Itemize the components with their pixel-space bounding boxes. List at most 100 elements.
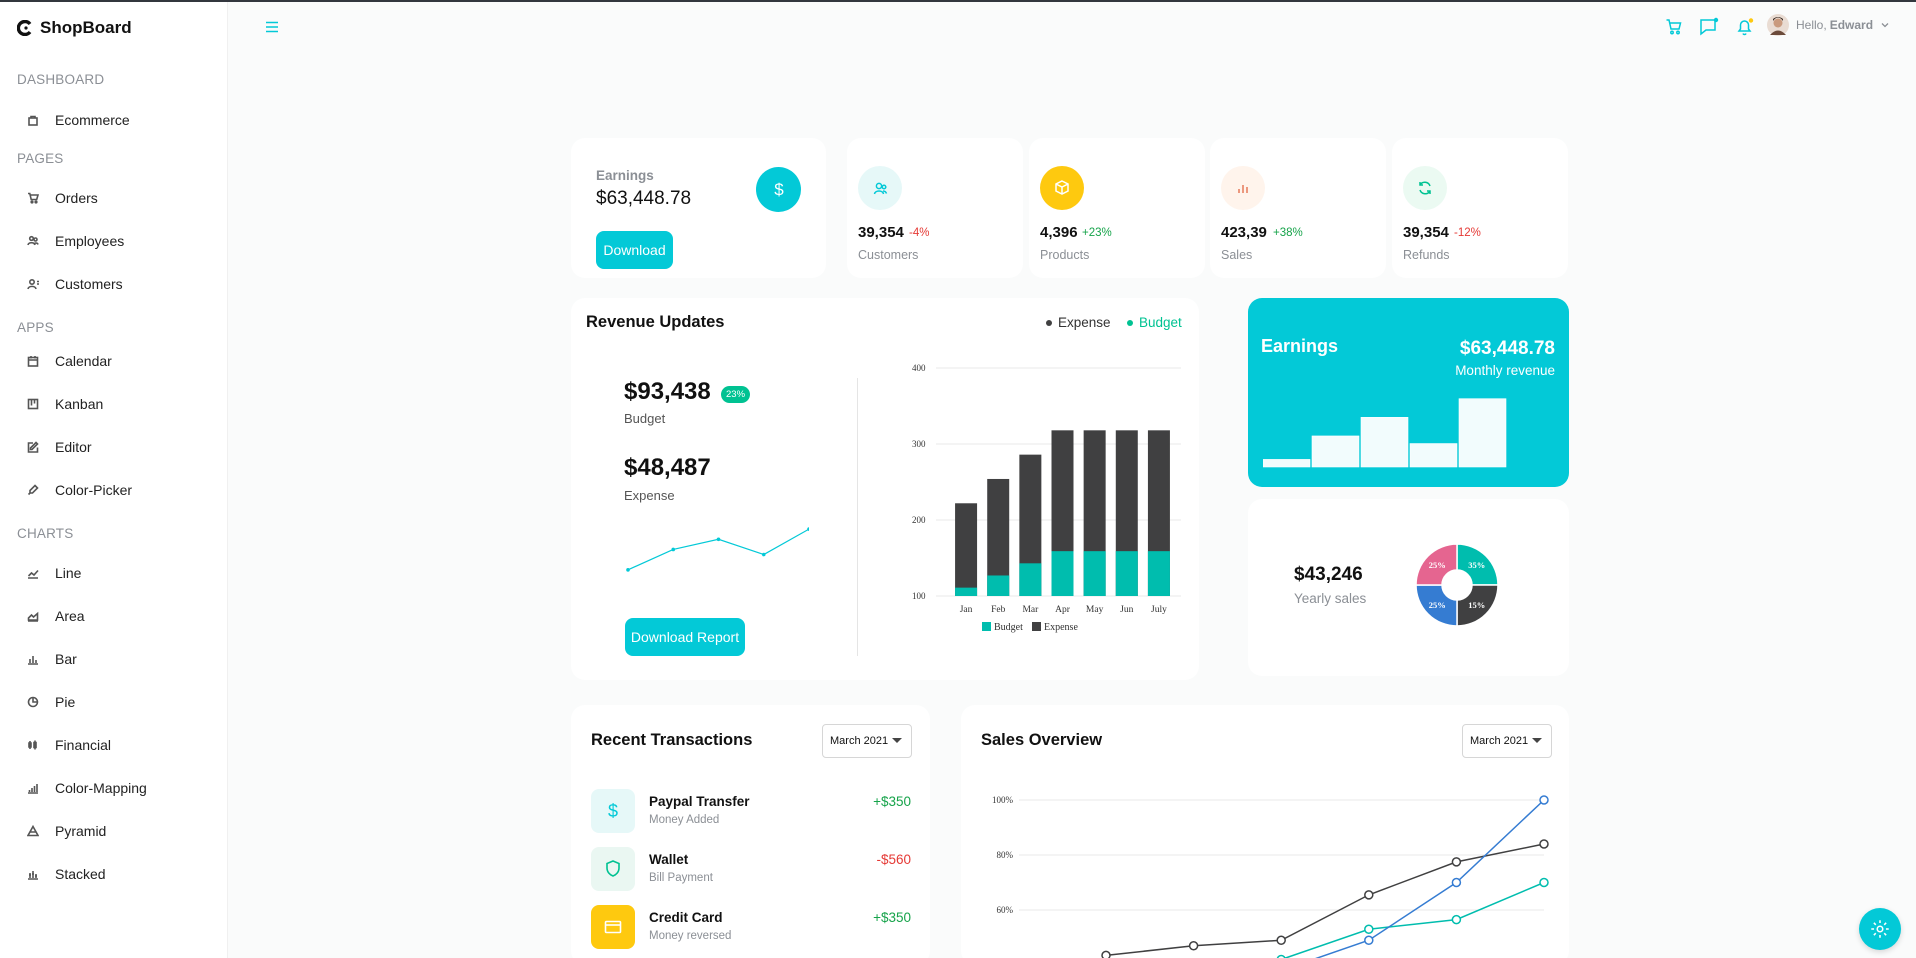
- sidebar-item-stacked[interactable]: Stacked: [27, 866, 106, 882]
- sidebar-item-orders[interactable]: Orders: [27, 190, 98, 206]
- sales-month-select[interactable]: March 2021: [1462, 724, 1552, 758]
- sidebar-item-label: Employees: [55, 233, 125, 249]
- legend-budget: Budget: [1127, 315, 1182, 330]
- stat-delta: +23%: [1082, 227, 1112, 239]
- download-report-button[interactable]: Download Report: [625, 618, 745, 656]
- bar-budget: [955, 587, 978, 596]
- sales-point: [1539, 877, 1549, 888]
- sidebar-item-employees[interactable]: Employees: [27, 233, 124, 249]
- sidebar-item-label: Pie: [55, 694, 76, 710]
- transaction-row[interactable]: Credit Card Money reversed +$350: [591, 905, 911, 949]
- sidebar-item-area[interactable]: Area: [27, 608, 85, 624]
- sidebar-item-kanban[interactable]: Kanban: [27, 396, 103, 412]
- bell-icon: [1737, 18, 1754, 36]
- transaction-subtitle: Money Added: [649, 814, 720, 826]
- pie-slice: [1456, 543, 1499, 586]
- stat-label: Refunds: [1403, 248, 1450, 262]
- app-logo[interactable]: ShopBoard: [17, 18, 132, 38]
- notification-button[interactable]: [1735, 17, 1755, 42]
- svg-text:$: $: [774, 181, 784, 199]
- sidebar-item-customers[interactable]: Customers: [27, 276, 123, 292]
- revenue-bar-chart: 100 200 300 400 Jan Feb Mar Apr May Jun July Budget…: [912, 363, 1181, 633]
- sidebar-item-pie[interactable]: Pie: [27, 694, 75, 710]
- legend-expense: Expense: [1046, 315, 1111, 330]
- stat-card-refunds: 39,354 -12% Refunds: [1392, 138, 1568, 278]
- pie-chart-icon: [27, 696, 39, 708]
- cart-button[interactable]: [1665, 18, 1683, 41]
- transactions-card: Recent Transactions March 2021 $ Paypal T…: [571, 705, 930, 958]
- sidebar-item-bar[interactable]: Bar: [27, 651, 77, 667]
- legend-label-budget: Budget: [994, 622, 1023, 633]
- sales-point: [1451, 914, 1462, 925]
- earnings-card: Earnings $63,448.78 $ Download: [571, 138, 826, 278]
- legend-swatch-budget: [982, 622, 991, 631]
- pie-slice: [1415, 543, 1458, 586]
- sidebar-item-financial[interactable]: Financial: [27, 737, 111, 753]
- legend-budget-label: Budget: [1139, 315, 1182, 330]
- x-tick-label: May: [1086, 605, 1104, 615]
- legend-expense-label: Expense: [1058, 315, 1111, 330]
- sidebar-item-label: Area: [55, 608, 85, 624]
- bar-budget: [1051, 551, 1074, 596]
- budget-badge: 23%: [721, 386, 751, 403]
- chevron-down-icon: [1881, 23, 1889, 28]
- sidebar-item-label: Orders: [55, 190, 98, 206]
- sidebar-item-label: Editor: [55, 439, 92, 455]
- settings-button[interactable]: [1859, 908, 1901, 950]
- budget-value: $93,438: [624, 378, 711, 405]
- sidebar-item-pyramid[interactable]: Pyramid: [27, 823, 106, 839]
- bag-icon: [28, 115, 38, 126]
- bar-chart-icon: [1221, 166, 1265, 210]
- download-button[interactable]: Download: [596, 231, 673, 269]
- pie-label: 25%: [1429, 560, 1446, 570]
- stat-value: 39,354: [858, 224, 904, 241]
- sidebar-item-line[interactable]: Line: [27, 565, 81, 581]
- stat-delta: -12%: [1454, 227, 1481, 239]
- stat-delta: +38%: [1273, 227, 1303, 239]
- chat-icon: [1700, 17, 1719, 36]
- sidebar-item-color-mapping[interactable]: Color-Mapping: [27, 780, 147, 796]
- sidebar-item-calendar[interactable]: Calendar: [27, 353, 112, 369]
- pie-label: 15%: [1468, 600, 1485, 610]
- sidebar-item-ecommerce[interactable]: Ecommerce: [27, 112, 130, 128]
- bar-expense: [955, 503, 978, 596]
- user-menu[interactable]: Hello, Edward: [1767, 14, 1890, 36]
- x-tick-label: Mar: [1022, 605, 1039, 615]
- sparkline: [627, 528, 809, 571]
- y-tick-label: 300: [912, 439, 926, 449]
- earnings-panel-value: $63,448.78: [1459, 338, 1555, 359]
- budget-label: Budget: [624, 411, 666, 426]
- sales-point: [1539, 839, 1549, 849]
- customers-icon: [858, 166, 902, 210]
- sales-point: [1364, 924, 1374, 934]
- sales-line: [1105, 843, 1545, 957]
- yearly-sales-card: $43,246 Yearly sales 35% 15% 25% 25%: [1248, 499, 1569, 676]
- transaction-row[interactable]: Wallet Bill Payment -$560: [591, 847, 911, 891]
- y-tick-label: 100: [912, 591, 926, 601]
- pie-slice: [1415, 584, 1458, 627]
- chat-button[interactable]: [1699, 17, 1719, 42]
- sidebar-item-label: Color-Mapping: [55, 780, 147, 796]
- sidebar-item-label: Calendar: [55, 353, 112, 369]
- sidebar-item-color-picker[interactable]: Color-Picker: [27, 482, 132, 498]
- transactions-month-select[interactable]: March 2021: [822, 724, 912, 758]
- menu-toggle-button[interactable]: [264, 19, 280, 40]
- monthly-bar: [1263, 459, 1311, 468]
- cart-icon: [1666, 19, 1682, 35]
- sidebar-item-label: Bar: [55, 651, 77, 667]
- employees-icon: [27, 235, 39, 246]
- transaction-title: Wallet: [649, 852, 689, 867]
- expense-value: $48,487: [624, 454, 711, 481]
- sidebar-item-editor[interactable]: Editor: [27, 439, 92, 455]
- y-tick-label: 80%: [997, 850, 1014, 860]
- stat-card-sales: 423,39 +38% Sales: [1210, 138, 1386, 278]
- transaction-subtitle: Bill Payment: [649, 872, 713, 884]
- month-value: March 2021: [1470, 735, 1529, 747]
- caret-down-icon: [892, 738, 902, 743]
- calendar-icon: [27, 356, 39, 367]
- gear-icon: [1871, 920, 1889, 938]
- monthly-bar: [1311, 435, 1360, 468]
- transaction-row[interactable]: $ Paypal Transfer Money Added +$350: [591, 789, 911, 833]
- earnings-panel-title: Earnings: [1261, 336, 1339, 356]
- monthly-bar: [1409, 443, 1458, 468]
